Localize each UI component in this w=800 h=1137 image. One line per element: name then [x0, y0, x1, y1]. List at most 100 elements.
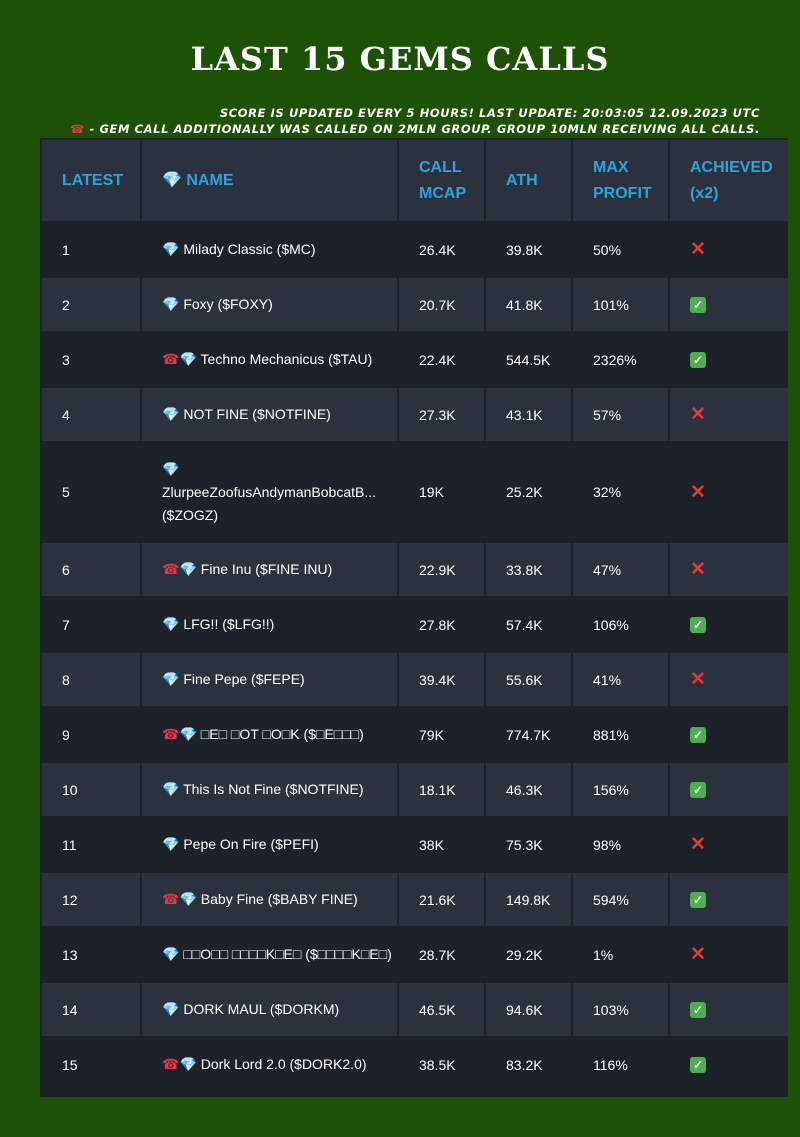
cell-name: 💎 NOT FINE ($NOTFINE) [142, 388, 397, 441]
phone-icon: ☎ [162, 351, 180, 367]
header-name[interactable]: 💎 NAME [142, 140, 397, 221]
cell-call-mcap: 18.1K [399, 763, 484, 816]
page-title: LAST 15 GEMS CALLS [190, 40, 610, 78]
cross-icon: ✕ [690, 944, 706, 965]
cell-latest: 10 [42, 763, 140, 816]
table-row: 10 💎 This Is Not Fine ($NOTFINE) 18.1K 46.3… [42, 763, 788, 816]
cell-name: ☎💎 Dork Lord 2.0 ($DORK2.0) [142, 1038, 397, 1091]
cell-max-profit: 2326% [573, 333, 668, 386]
token-name: Baby Fine ($BABY FINE) [200, 891, 358, 907]
cell-latest: 11 [42, 818, 140, 871]
cell-call-mcap: 20.7K [399, 278, 484, 331]
cell-latest: 2 [42, 278, 140, 331]
cell-max-profit: 106% [573, 598, 668, 651]
cell-ath: 41.8K [486, 278, 571, 331]
token-name: This Is Not Fine ($NOTFINE) [183, 781, 364, 797]
cell-call-mcap: 46.5K [399, 983, 484, 1036]
phone-legend-note: ☎ - GEM CALL ADDITIONALLY WAS CALLED ON … [70, 122, 760, 136]
gem-icon: 💎 [179, 891, 197, 907]
cell-name: ☎💎 Fine Inu ($FINE INU) [142, 543, 397, 596]
table-row: 3 ☎💎 Techno Mechanicus ($TAU) 22.4K 544.5K 2… [42, 333, 788, 386]
table-row: 11 💎 Pepe On Fire ($PEFI) 38K 75.3K 98% ✕ [42, 818, 788, 871]
cell-call-mcap: 27.3K [399, 388, 484, 441]
check-icon: ✓ [690, 1057, 706, 1073]
check-icon: ✓ [690, 892, 706, 908]
cell-achieved: ✓ [670, 1038, 788, 1091]
gem-icon: 💎 [162, 1001, 180, 1017]
token-name: DORK MAUL ($DORKM) [183, 1001, 340, 1017]
cell-name: 💎 ZlurpeeZoofusAndymanBobcatB... ($ZOGZ) [142, 443, 397, 541]
cell-achieved: ✕ [670, 388, 788, 441]
table-row: 12 ☎💎 Baby Fine ($BABY FINE) 21.6K 149.8K 59… [42, 873, 788, 926]
cell-achieved: ✓ [670, 873, 788, 926]
cell-latest: 13 [42, 928, 140, 981]
cell-achieved: ✕ [670, 443, 788, 541]
cell-name: ☎💎 Baby Fine ($BABY FINE) [142, 873, 397, 926]
phone-icon: ☎ [162, 1056, 180, 1072]
cell-latest: 5 [42, 443, 140, 541]
cell-ath: 83.2K [486, 1038, 571, 1091]
header-call-mcap[interactable]: CALL MCAP [399, 140, 484, 221]
cell-name: ☎💎 Techno Mechanicus ($TAU) [142, 333, 397, 386]
token-name: □□O□□ □□□□K□E□ ($□□□□K□E□) [183, 946, 392, 962]
token-name-line2: ($ZOGZ) [162, 506, 218, 523]
table-row: 14 💎 DORK MAUL ($DORKM) 46.5K 94.6K 103% ✓ [42, 983, 788, 1036]
cell-max-profit: 103% [573, 983, 668, 1036]
cell-max-profit: 156% [573, 763, 668, 816]
cell-max-profit: 50% [573, 223, 668, 276]
cross-icon: ✕ [690, 559, 706, 580]
cell-latest: 7 [42, 598, 140, 651]
cell-latest: 15 [42, 1038, 140, 1091]
cell-call-mcap: 27.8K [399, 598, 484, 651]
cell-ath: 25.2K [486, 443, 571, 541]
cell-latest: 8 [42, 653, 140, 706]
cell-max-profit: 57% [573, 388, 668, 441]
header-max-profit[interactable]: MAX PROFIT [573, 140, 668, 221]
phone-icon: ☎ [162, 561, 180, 577]
token-name: Foxy ($FOXY) [183, 296, 273, 312]
cell-ath: 55.6K [486, 653, 571, 706]
table-row: 8 💎 Fine Pepe ($FEPE) 39.4K 55.6K 41% ✕ [42, 653, 788, 706]
cell-latest: 1 [42, 223, 140, 276]
cell-latest: 14 [42, 983, 140, 1036]
cell-name: 💎 Foxy ($FOXY) [142, 278, 397, 331]
cell-call-mcap: 22.9K [399, 543, 484, 596]
cell-achieved: ✓ [670, 763, 788, 816]
gem-icon: 💎 [162, 406, 180, 422]
token-name: Dork Lord 2.0 ($DORK2.0) [200, 1056, 367, 1072]
cross-icon: ✕ [690, 239, 706, 260]
phone-icon: ☎ [162, 726, 180, 742]
cell-achieved: ✓ [670, 278, 788, 331]
token-name: Pepe On Fire ($PEFI) [183, 836, 319, 852]
token-name: Fine Pepe ($FEPE) [183, 671, 305, 687]
token-name-line1: ZlurpeeZoofusAndymanBobcatB... [162, 483, 377, 500]
cell-max-profit: 881% [573, 708, 668, 761]
cell-achieved: ✕ [670, 223, 788, 276]
gem-icon: 💎 [179, 561, 197, 577]
cell-latest: 6 [42, 543, 140, 596]
table-row: 1 💎 Milady Classic ($MC) 26.4K 39.8K 50% ✕ [42, 223, 788, 276]
table-row: 5 💎 ZlurpeeZoofusAndymanBobcatB... ($ZOGZ)… [42, 443, 788, 541]
header-latest[interactable]: LATEST [42, 140, 140, 221]
token-name: Milady Classic ($MC) [183, 241, 316, 257]
cell-name: 💎 □□O□□ □□□□K□E□ ($□□□□K□E□) [142, 928, 397, 981]
gem-icon: 💎 [162, 616, 180, 632]
gems-table-container: LATEST 💎 NAME CALL MCAP ATH MAX PROFIT ACH… [40, 138, 788, 1097]
phone-icon: ☎ [69, 122, 85, 136]
header-ath[interactable]: ATH [486, 140, 571, 221]
header-achieved[interactable]: ACHIEVED (x2) [670, 140, 788, 221]
cell-ath: 46.3K [486, 763, 571, 816]
update-note: SCORE IS UPDATED EVERY 5 HOURS! LAST UPD… [219, 106, 760, 120]
cell-name: ☎💎 □E□ □OT □O□K ($□E□□□) [142, 708, 397, 761]
cell-ath: 149.8K [486, 873, 571, 926]
table-header-row: LATEST 💎 NAME CALL MCAP ATH MAX PROFIT ACH… [42, 140, 788, 221]
cell-call-mcap: 38K [399, 818, 484, 871]
check-icon: ✓ [690, 297, 706, 313]
phone-legend-text: - GEM CALL ADDITIONALLY WAS CALLED ON 2M… [84, 122, 760, 136]
gem-icon: 💎 [162, 946, 180, 962]
cell-ath: 43.1K [486, 388, 571, 441]
check-icon: ✓ [690, 617, 706, 633]
cross-icon: ✕ [690, 404, 706, 425]
token-name: Fine Inu ($FINE INU) [200, 561, 333, 577]
cell-call-mcap: 79K [399, 708, 484, 761]
